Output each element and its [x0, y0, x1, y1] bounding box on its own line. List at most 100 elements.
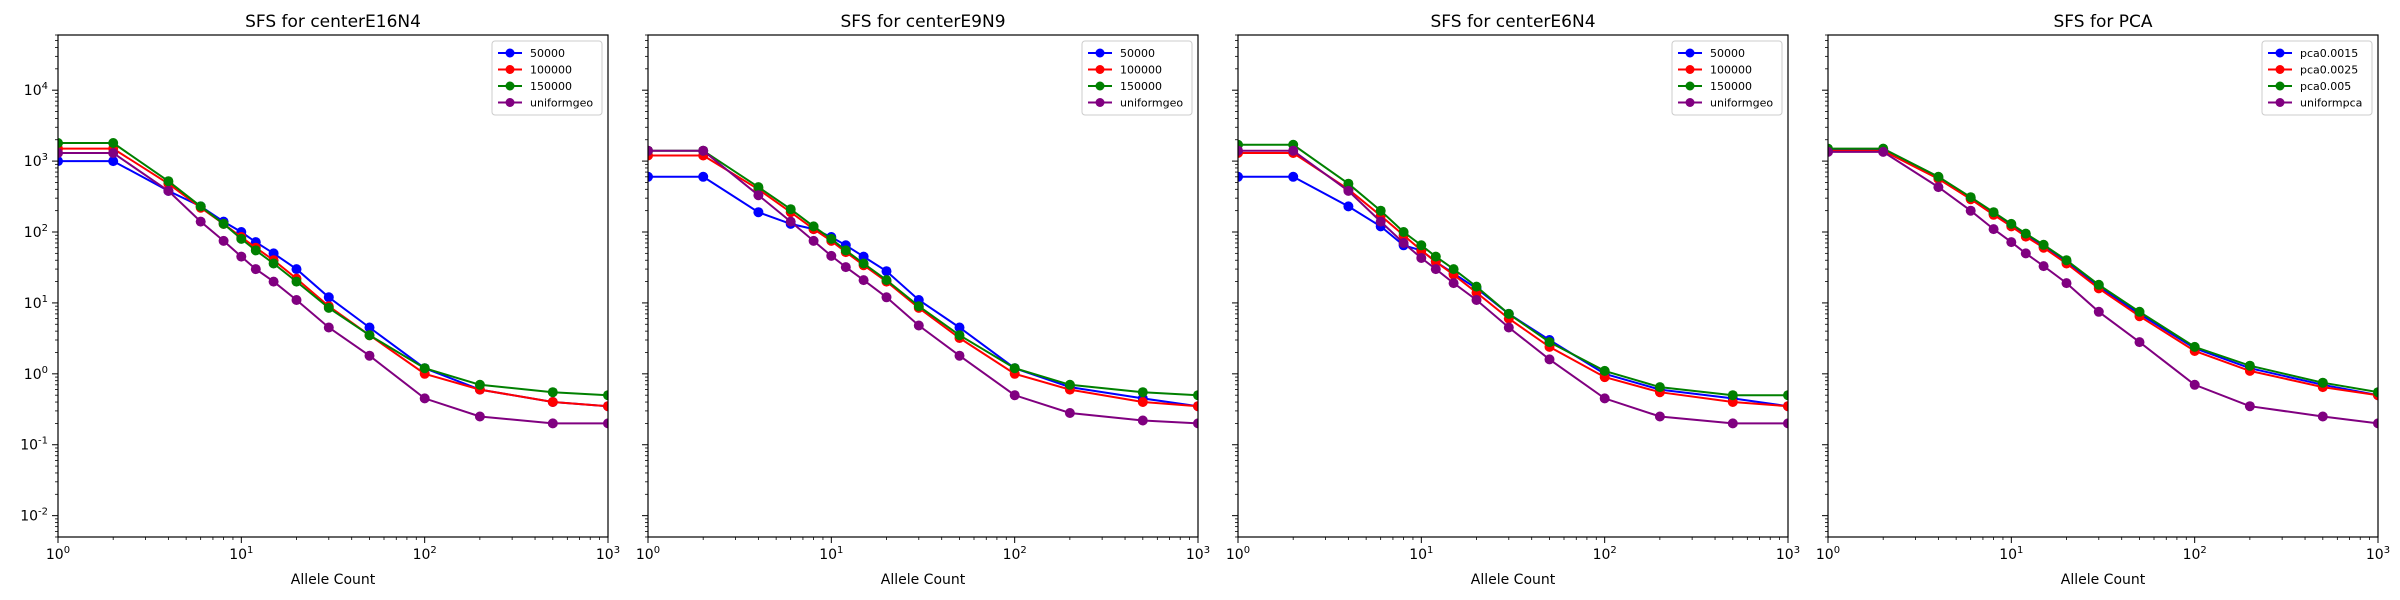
plot-area	[648, 145, 1198, 429]
chart-panel: 100 101 102 103 SFS for centerE6N4 Allele Cou…	[1226, 12, 1800, 588]
data-point	[323, 292, 334, 303]
y-tick-label: 102	[24, 223, 48, 241]
x-axis-label: Allele Count	[291, 572, 376, 588]
data-point	[1137, 387, 1148, 398]
data-point	[1375, 205, 1386, 216]
data-point	[1544, 337, 1555, 348]
data-point	[1599, 365, 1610, 376]
data-point	[547, 418, 558, 429]
data-point	[1430, 251, 1441, 262]
data-point	[2317, 377, 2328, 388]
data-point	[913, 301, 924, 312]
data-point	[698, 145, 709, 156]
data-point	[881, 275, 892, 286]
legend-label: 100000	[1710, 64, 1752, 77]
data-point	[2006, 237, 2017, 248]
data-point	[58, 138, 63, 148]
plot-area	[1238, 139, 1788, 429]
data-point	[603, 401, 608, 412]
data-point	[2093, 279, 2104, 290]
data-point	[2038, 261, 2049, 272]
data-point	[1430, 264, 1441, 275]
data-point	[218, 235, 229, 246]
legend-marker	[2275, 48, 2285, 58]
legend-marker	[505, 48, 515, 58]
data-point	[1448, 264, 1459, 275]
data-point	[1965, 192, 1976, 203]
legend-marker	[505, 81, 515, 91]
data-point	[1193, 390, 1198, 401]
data-point	[419, 393, 430, 404]
data-point	[808, 235, 819, 246]
data-point	[840, 245, 851, 256]
plot-background	[1238, 35, 1788, 537]
legend-label: 100000	[1120, 64, 1162, 77]
legend-marker	[1095, 98, 1105, 107]
data-point	[474, 411, 485, 422]
legend-marker	[2275, 98, 2285, 107]
data-point	[1288, 171, 1299, 182]
data-point	[250, 264, 261, 275]
data-point	[954, 330, 965, 341]
legend-label: uniformgeo	[1120, 97, 1183, 110]
data-point	[1416, 240, 1427, 251]
legend-label: 50000	[1710, 47, 1745, 60]
legend: 50000 100000 150000 uniformgeo	[491, 40, 603, 116]
data-point	[1783, 390, 1788, 401]
data-point	[195, 216, 206, 227]
chart-panel: 100 101 102 103 SFS for centerE9N9 Allele Cou…	[636, 12, 1210, 588]
data-point	[1064, 379, 1075, 390]
legend-box	[1081, 40, 1193, 116]
data-point	[1416, 253, 1427, 263]
y-tick-label: 104	[24, 81, 48, 99]
data-point	[603, 390, 608, 401]
x-tick-label: 101	[229, 545, 253, 563]
data-point	[648, 145, 653, 156]
legend-label: 100000	[530, 64, 572, 77]
data-point	[1009, 363, 1020, 374]
data-point	[163, 176, 174, 187]
legend-label: 150000	[1710, 80, 1752, 93]
legend-marker	[1095, 65, 1105, 74]
data-point	[323, 302, 334, 313]
axes-frame	[647, 34, 1199, 538]
legend-marker	[505, 65, 515, 74]
data-point	[1238, 171, 1243, 182]
data-point	[1471, 281, 1482, 292]
data-point	[474, 379, 485, 390]
data-point	[236, 251, 247, 262]
x-tick-label: 102	[1593, 545, 1617, 563]
data-point	[2093, 306, 2104, 317]
legend-label: uniformpca	[2300, 97, 2362, 110]
legend-marker	[1685, 98, 1695, 107]
x-tick-label: 100	[636, 545, 660, 563]
data-point	[858, 258, 869, 269]
chart-panel: 100 101 102 103 10-2 10-1 100 101 102 103 104 SFS f…	[20, 12, 620, 588]
data-point	[753, 182, 764, 193]
data-point	[2189, 379, 2200, 390]
data-point	[1654, 411, 1665, 422]
axes-frame	[1827, 34, 2379, 538]
data-point	[268, 276, 279, 287]
y-tick-label: 101	[24, 294, 48, 312]
data-point	[1398, 227, 1409, 237]
data-point	[1375, 216, 1386, 227]
x-tick-label: 103	[596, 545, 620, 563]
data-point	[698, 171, 709, 182]
data-point	[1193, 418, 1198, 429]
data-point	[547, 397, 558, 407]
data-point	[881, 292, 892, 303]
legend-marker	[1095, 81, 1105, 91]
data-point	[1783, 401, 1788, 412]
data-point	[1828, 146, 1833, 157]
data-point	[2020, 228, 2031, 239]
axes-frame	[57, 34, 609, 538]
legend-label: 50000	[530, 47, 565, 60]
x-tick-label: 100	[46, 545, 70, 563]
legend-label: 50000	[1120, 47, 1155, 60]
data-point	[323, 322, 334, 333]
data-point	[364, 322, 375, 333]
plot-area	[1828, 143, 2378, 429]
legend-marker	[2275, 81, 2285, 91]
